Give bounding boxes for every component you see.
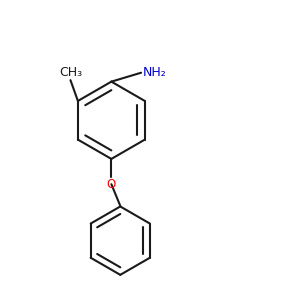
Text: O: O xyxy=(107,178,116,191)
Text: CH₃: CH₃ xyxy=(59,66,82,79)
Text: NH₂: NH₂ xyxy=(142,66,166,79)
